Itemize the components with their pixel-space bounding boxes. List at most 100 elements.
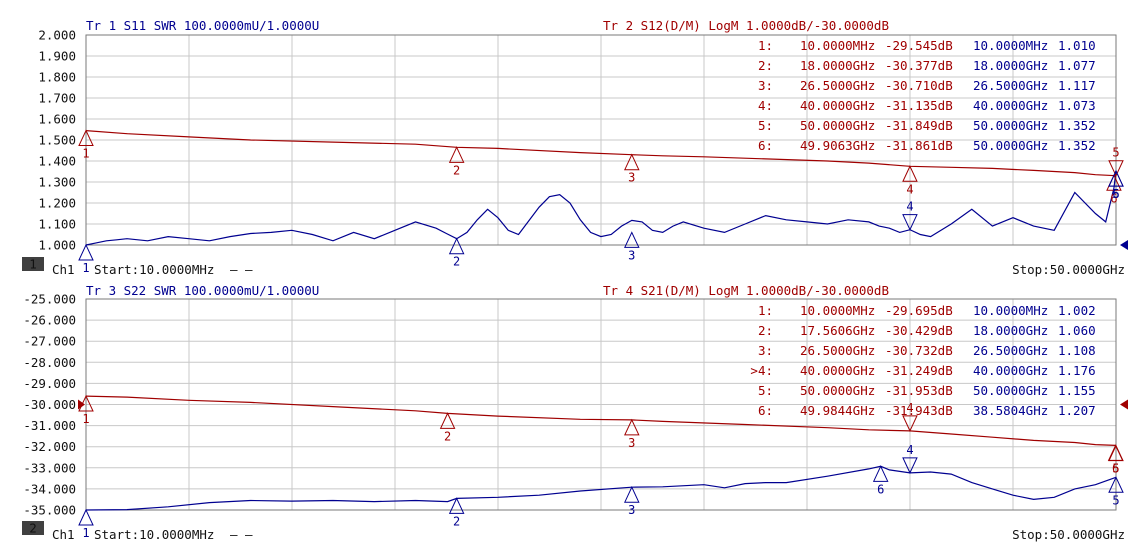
marker-triangle-icon[interactable] [78,243,94,261]
marker-blue-frequency: 10.0000MHz [973,303,1048,318]
start-frequency: Start:10.0000MHz [94,527,214,542]
marker-triangle-icon[interactable] [624,486,640,503]
marker-triangle-icon[interactable] [1108,476,1124,493]
marker-label: 2 [453,514,460,528]
channel-label: Ch1 [52,527,75,542]
marker-red-value: -31.249dB [885,363,953,378]
y-tick-label: 1.300 [38,175,76,190]
marker-red-frequency: 40.0000GHz [800,98,875,113]
stop-frequency: Stop:50.0000GHz [1012,262,1125,277]
start-frequency: Start:10.0000MHz [94,262,214,277]
marker-readout-row: 1: 10.0000MHz -29.545dB 10.0000MHz 1.010 [758,38,1096,53]
marker-readout-row: 6: 49.9844GHz -31.943dB 38.5804GHz 1.207 [758,403,1096,418]
marker-blue-value: 1.155 [1058,383,1096,398]
marker-readout-row: 6: 49.9063GHz -31.861dB 50.0000GHz 1.352 [758,138,1096,153]
marker-index: 5: [758,383,773,398]
marker-red-value: -30.377dB [885,58,953,73]
y-tick-label: -26.000 [23,313,76,328]
marker-readout-row: 2: 18.0000GHz -30.377dB 18.0000GHz 1.077 [758,58,1096,73]
marker-blue-value: 1.352 [1058,138,1096,153]
marker-index: >4: [750,363,773,378]
marker-red-frequency: 10.0000MHz [800,303,875,318]
chart-panel-1: 2.000 1.900 1.800 1.700 1.600 1.500 1.400 1.300… [22,18,1128,277]
marker-readout-row: 2: 17.5606GHz -30.429dB 18.0000GHz 1.060 [758,323,1096,338]
marker-label: 4 [906,182,913,196]
marker-readout-row: 1: 10.0000MHz -29.695dB 10.0000MHz 1.002 [758,303,1096,318]
y-tick-label: -31.000 [23,418,76,433]
marker-triangle-icon[interactable] [624,231,640,248]
trace-title-left: Tr 3 S22 SWR 100.0000mU/1.0000U [86,283,319,298]
marker-triangle-icon[interactable] [448,146,465,163]
marker-index: 2: [758,323,773,338]
trace-red-line [85,395,1117,447]
marker-index: 1: [758,38,773,53]
y-tick-label: -33.000 [23,460,76,475]
marker-red-frequency: 50.0000GHz [800,118,875,133]
marker-triangle-icon[interactable] [624,153,640,171]
marker-triangle-icon[interactable] [78,508,94,526]
marker-triangle-icon[interactable] [448,497,465,514]
marker-triangle-icon[interactable] [1107,444,1124,461]
marker-triangle-icon[interactable] [902,457,918,475]
marker-red-frequency: 26.5000GHz [800,78,875,93]
marker-label: 6 [877,482,884,496]
marker-triangle-icon[interactable] [624,418,640,436]
trace-red-line [85,130,1117,177]
marker-triangle-icon[interactable] [439,412,456,429]
marker-readout-table: 1: 10.0000MHz -29.695dB 10.0000MHz 1.002 2: 17… [750,303,1095,418]
marker-red-frequency: 10.0000MHz [800,38,875,53]
marker-triangle-icon[interactable] [902,165,918,182]
marker-red-value: -31.861dB [885,138,953,153]
marker-triangle-icon[interactable] [1108,169,1124,187]
marker-label: 6 [1112,461,1119,475]
marker-label: 4 [906,200,913,214]
marker-triangle-icon[interactable] [78,129,94,147]
marker-label: 1 [82,147,89,161]
marker-red-value: -30.429dB [885,323,953,338]
marker-index: 5: [758,118,773,133]
marker-blue-frequency: 50.0000GHz [973,383,1048,398]
marker-red-frequency: 26.5000GHz [800,343,875,358]
marker-blue-frequency: 40.0000GHz [973,363,1048,378]
y-tick-label: -27.000 [23,334,76,349]
marker-red-frequency: 50.0000GHz [800,383,875,398]
marker-label: 3 [628,503,635,517]
marker-index: 6: [758,403,773,418]
trace-blue-line [85,465,1117,511]
marker-blue-value: 1.010 [1058,38,1096,53]
marker-triangle-icon[interactable] [448,237,465,255]
y-tick-label: 1.400 [38,154,76,169]
channel-badge[interactable] [22,521,44,535]
marker-label: 4 [906,443,913,457]
marker-blue-value: 1.077 [1058,58,1096,73]
channel-badge-number: 1 [29,257,37,272]
marker-index: 4: [758,98,773,113]
y-tick-label: 1.500 [38,133,76,148]
trace-title-left: Tr 1 S11 SWR 100.0000mU/1.0000U [86,18,319,33]
marker-readout-row: 3: 26.5000GHz -30.732dB 26.5000GHz 1.108 [758,343,1096,358]
marker-blue-frequency: 50.0000GHz [973,118,1048,133]
channel-badge[interactable] [22,257,44,271]
marker-triangle-icon[interactable] [902,214,918,231]
y-tick-label: 1.200 [38,196,76,211]
marker-blue-frequency: 18.0000GHz [973,323,1048,338]
marker-blue-value: 1.117 [1058,78,1096,93]
marker-triangle-icon[interactable] [1108,160,1124,177]
marker-readout-row: >4: 40.0000GHz -31.249dB 40.0000GHz 1.176 [750,363,1095,378]
marker-triangle-icon[interactable] [78,394,94,412]
marker-blue-frequency: 26.5000GHz [973,343,1048,358]
marker-triangle-icon[interactable] [872,465,889,482]
marker-blue-frequency: 10.0000MHz [973,38,1048,53]
marker-index: 2: [758,58,773,73]
y-tick-label: -32.000 [23,439,76,454]
y-tick-label: -35.000 [23,503,76,518]
marker-red-value: -31.943dB [885,403,953,418]
marker-readout-table: 1: 10.0000MHz -29.545dB 10.0000MHz 1.010 2: 18… [758,38,1096,153]
start-dashes: — — [230,527,253,542]
marker-label: 3 [628,436,635,450]
marker-triangle-icon[interactable] [902,415,918,433]
marker-red-value: -30.732dB [885,343,953,358]
marker-index: 3: [758,78,773,93]
marker-readout-row: 5: 50.0000GHz -31.953dB 50.0000GHz 1.155 [758,383,1096,398]
